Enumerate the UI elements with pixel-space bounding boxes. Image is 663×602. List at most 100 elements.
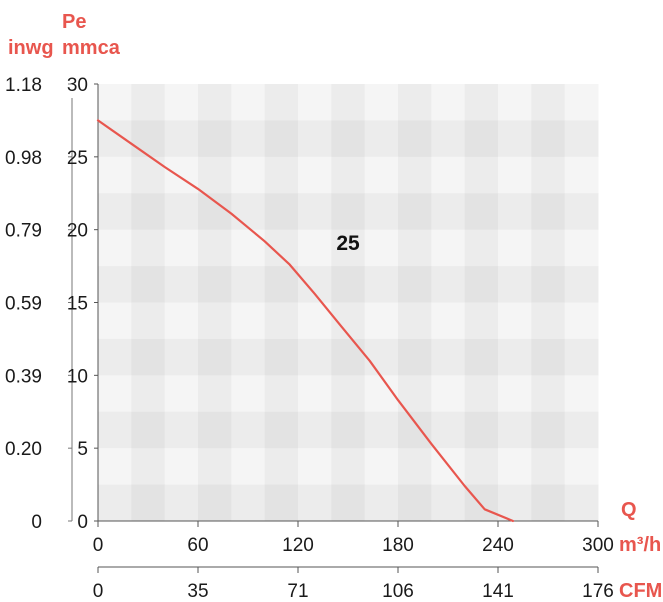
grid-cell — [198, 411, 232, 449]
grid-cell — [364, 120, 399, 158]
grid-cell — [564, 120, 599, 158]
grid-cell — [264, 302, 299, 340]
grid-cell — [164, 302, 199, 340]
grid-cell — [331, 338, 366, 376]
x-tick-m3h: 180 — [382, 535, 414, 556]
grid-cell — [198, 266, 232, 303]
grid-cell — [264, 375, 299, 413]
grid-cell — [464, 375, 499, 413]
unit-mmca-label: mmca — [62, 37, 121, 59]
grid-cell — [398, 448, 432, 486]
grid-cell — [531, 229, 566, 267]
y-tick-mmca: 20 — [67, 221, 88, 242]
grid-cell — [198, 193, 232, 231]
grid-cell — [364, 411, 399, 449]
grid-cell — [464, 448, 499, 486]
grid-cell — [498, 266, 532, 303]
grid-cell — [498, 411, 532, 449]
grid-cell — [464, 302, 499, 340]
grid-cell — [298, 375, 332, 413]
grid-cell — [531, 411, 566, 449]
grid-cell — [364, 338, 399, 376]
grid-cell — [398, 84, 432, 121]
y-tick-mmca: 5 — [77, 439, 88, 460]
grid-cell — [398, 338, 432, 376]
grid-cell — [498, 375, 532, 413]
x-tick-cfm: 71 — [287, 581, 308, 602]
grid-cell — [198, 448, 232, 486]
grid-cell — [498, 229, 532, 267]
grid-cell — [331, 411, 366, 449]
grid-cell — [298, 448, 332, 486]
grid-cell — [364, 229, 399, 267]
grid-cell — [231, 266, 266, 303]
grid-cell — [264, 193, 299, 231]
x-tick-m3h: 120 — [282, 535, 314, 556]
grid-cell — [564, 448, 599, 486]
grid-cell — [431, 84, 466, 121]
grid-cell — [298, 193, 332, 231]
grid-cell — [231, 338, 266, 376]
grid-cell — [564, 84, 599, 121]
grid-cell — [464, 229, 499, 267]
grid-cell — [398, 193, 432, 231]
grid-cell — [564, 411, 599, 449]
grid-cell — [531, 302, 566, 340]
grid-cell — [231, 229, 266, 267]
y-tick-inwg: 0.39 — [5, 366, 42, 387]
x-tick-cfm: 35 — [187, 581, 208, 602]
grid-cell — [131, 302, 166, 340]
grid-cell — [98, 229, 132, 267]
grid-cell — [164, 193, 199, 231]
tick-labels: 0050.20100.39150.59200.79250.98301.18006… — [5, 75, 614, 602]
y-tick-inwg: 1.18 — [5, 75, 42, 96]
grid-cell — [498, 193, 532, 231]
grid-cell — [364, 84, 399, 121]
grid-cell — [331, 484, 366, 522]
grid-cell — [131, 375, 166, 413]
grid-cell — [564, 193, 599, 231]
grid-cell — [231, 411, 266, 449]
grid-cell — [198, 484, 232, 522]
grid-cell — [164, 375, 199, 413]
grid-cell — [231, 84, 266, 121]
grid-cell — [464, 84, 499, 121]
grid-cell — [298, 229, 332, 267]
grid-cell — [498, 338, 532, 376]
grid-cell — [131, 484, 166, 522]
grid-cell — [498, 484, 532, 522]
grid-cell — [131, 156, 166, 194]
grid-cell — [464, 338, 499, 376]
grid-cell — [298, 338, 332, 376]
x-tick-cfm: 106 — [382, 581, 414, 602]
series-label: 25 — [336, 232, 360, 255]
grid-cell — [531, 484, 566, 522]
grid-cell — [264, 338, 299, 376]
grid-cell — [398, 484, 432, 522]
grid-cell — [131, 84, 166, 121]
grid-cell — [98, 448, 132, 486]
grid-cell — [164, 156, 199, 194]
grid-cell — [531, 84, 566, 121]
unit-m3h-label: m³/h — [619, 534, 661, 556]
grid-cell — [98, 84, 132, 121]
grid-cell — [398, 229, 432, 267]
grid-cell — [531, 375, 566, 413]
grid-cell — [431, 156, 466, 194]
grid-cell — [231, 448, 266, 486]
grid-cell — [98, 193, 132, 231]
grid-cell — [398, 266, 432, 303]
grid-cell — [131, 448, 166, 486]
unit-cfm-label: CFM — [619, 580, 662, 602]
grid-cell — [564, 338, 599, 376]
grid-cell — [331, 156, 366, 194]
grid-cell — [231, 302, 266, 340]
grid-cell — [531, 120, 566, 158]
y-tick-mmca: 25 — [67, 148, 88, 169]
grid-cell — [498, 302, 532, 340]
grid-cell — [231, 375, 266, 413]
grid-cell — [131, 338, 166, 376]
grid-cell — [531, 156, 566, 194]
grid-cell — [298, 156, 332, 194]
